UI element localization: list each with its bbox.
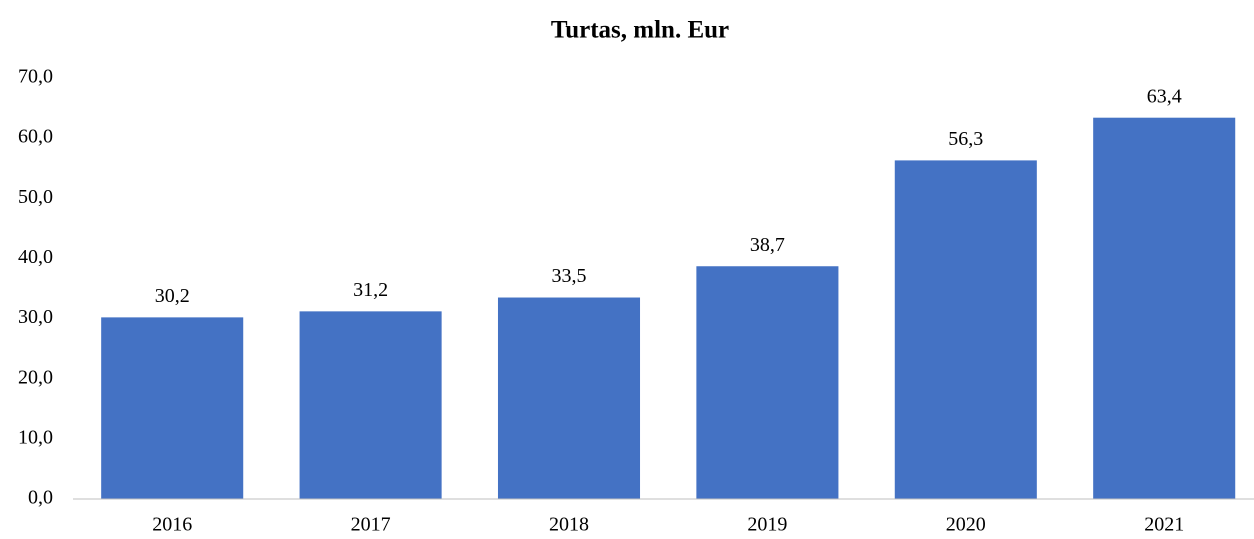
value-label: 63,4 [1147,85,1182,107]
y-tick-label: 20,0 [18,366,53,388]
bar [696,266,839,499]
x-tick-label: 2021 [1144,514,1184,536]
x-tick-label: 2019 [747,514,787,536]
chart-title: Turtas, mln. Eur [551,17,729,44]
bar [894,160,1037,499]
x-tick-label: 2020 [946,514,986,536]
y-tick-label: 50,0 [18,186,53,208]
bar [497,297,641,499]
value-label: 30,2 [155,285,190,307]
value-label: 38,7 [750,234,785,256]
y-tick-label: 60,0 [18,126,53,148]
value-label: 33,5 [552,265,587,287]
x-tick-label: 2016 [152,514,192,536]
bar [101,317,244,499]
bar [299,311,442,499]
value-label: 31,2 [353,279,388,301]
x-tick-label: 2018 [549,514,589,536]
y-tick-label: 70,0 [18,66,53,88]
x-tick-label: 2017 [351,514,391,536]
y-tick-label: 30,0 [18,306,53,328]
bar [1093,117,1236,500]
y-tick-label: 10,0 [18,426,53,448]
y-tick-label: 0,0 [28,487,53,509]
value-label: 56,3 [948,128,983,150]
y-tick-label: 40,0 [18,246,53,268]
